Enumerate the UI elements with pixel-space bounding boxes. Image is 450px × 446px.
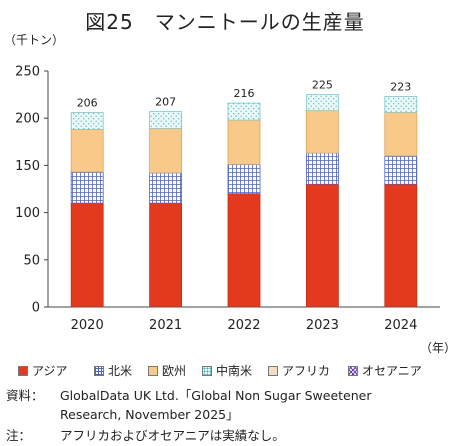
footnote-label: 注： [6,428,32,443]
footnote: 注： アフリカおよびオセアニアは実績なし。 [6,427,446,444]
total-label-2020: 206 [77,97,98,110]
bar-stack-2022: 216 [227,87,261,308]
footnote-text: アフリカおよびオセアニアは実績なし。 [60,428,285,443]
legend-swatch [148,365,158,376]
legend-swatch [94,365,104,376]
total-label-2023: 225 [312,79,333,92]
bar-segment-2024-0 [384,183,418,308]
legend-label: 欧州 [162,364,187,378]
bar-segment-2020-3 [70,112,104,130]
x-tick-label-2024: 2024 [384,318,417,333]
legend-swatch [18,365,28,376]
legend-item-3: 中南米 [202,362,252,379]
legend-item-1: 北米 [94,362,132,379]
y-tick-label: 250 [15,65,40,80]
chart-title: 図25 マンニトールの生産量 [85,10,365,34]
bar-stack-2020: 206 [70,97,104,308]
legend-swatch [202,365,212,376]
bar-segment-2024-2 [384,112,418,157]
legend-swatch [348,365,358,376]
bar-segment-2024-3 [384,96,418,113]
y-tick-label: 100 [15,206,40,221]
bar-stack-2023: 225 [305,79,339,308]
y-tick-label: 0 [32,301,40,316]
legend-item-2: 欧州 [148,362,186,379]
bar-segment-2021-1 [149,172,183,204]
bar-segment-2023-0 [305,183,339,308]
bar-segment-2023-2 [305,110,339,154]
bar-segment-2022-2 [227,119,261,165]
y-tick-label: 50 [23,253,40,268]
bar-segment-2022-0 [227,193,261,308]
legend: アジア 北米 欧州 中南米 アフリカ オセアニア [18,362,450,378]
bar-segment-2022-3 [227,102,261,121]
bar-segment-2023-1 [305,152,339,185]
legend-label: 中南米 [216,364,253,378]
source-text-line-1: GlobalData UK Ltd.「Global Non Sugar Swee… [60,388,372,403]
bar-segment-2022-1 [227,164,261,195]
x-tick-label-2022: 2022 [227,318,260,333]
bar-segment-2020-1 [70,171,104,204]
bar-segment-2024-1 [384,155,418,185]
legend-item-4: アフリカ [268,362,330,379]
x-tick-label-2020: 2020 [71,318,104,333]
bar-segment-2020-2 [70,129,104,173]
bar-segment-2020-0 [70,202,104,308]
legend-swatch [268,365,278,376]
y-unit-label: （千トン） [4,33,64,47]
source-note: 資料： GlobalData UK Ltd.「Global Non Sugar S… [6,387,446,404]
x-unit-label: （年） [420,341,450,355]
bar-segment-2023-3 [305,94,339,112]
bar-segment-2021-2 [149,128,183,174]
stacked-bar-chart: （千トン） （年） 0 50 100 150 200 250 2020 2021 2022 202… [4,33,450,355]
legend-label: 北米 [108,364,133,378]
y-tick-label: 200 [15,112,40,127]
y-tick-label: 150 [15,159,40,174]
total-label-2022: 216 [234,87,255,100]
legend-item-0: アジア [18,362,68,379]
bar-segment-2021-0 [149,202,183,308]
legend-label: アジア [32,364,68,378]
source-label: 資料： [6,388,44,403]
total-label-2024: 223 [390,80,411,93]
x-tick-label-2023: 2023 [306,318,339,333]
legend-label: オセアニア [362,364,422,378]
legend-item-5: オセアニア [348,362,422,379]
legend-label: アフリカ [282,364,331,378]
x-tick-label-2021: 2021 [149,318,182,333]
bar-stack-2024: 223 [384,80,418,308]
source-text-line-2: Research, November 2025」 [60,407,239,422]
bar-segment-2021-3 [149,111,183,129]
total-label-2021: 207 [155,96,176,109]
bar-stack-2021: 207 [149,96,183,308]
